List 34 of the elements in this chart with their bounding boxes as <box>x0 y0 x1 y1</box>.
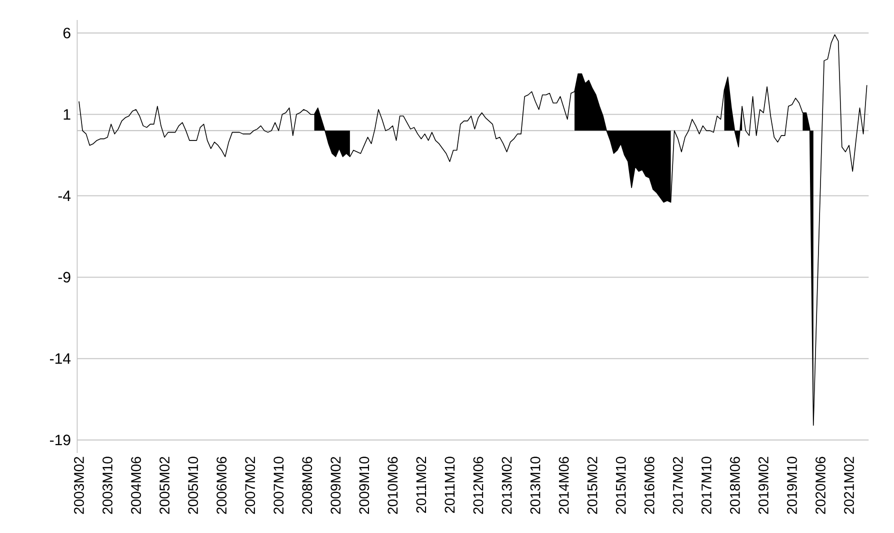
y-tick-label: -9 <box>58 272 70 282</box>
x-tick-label: 2007M10 <box>274 456 284 514</box>
y-tick-label: -19 <box>50 434 70 446</box>
x-tick-label: 2019M02 <box>758 456 768 514</box>
x-tick-label: 2014M06 <box>558 456 569 514</box>
x-tick-label: 2011M02 <box>416 456 426 513</box>
x-tick-label: 2017M10 <box>701 456 712 514</box>
x-tick-label: 2011M10 <box>444 456 455 513</box>
x-tick-label: 2005M10 <box>188 456 198 514</box>
x-tick-label: 2010M06 <box>388 456 398 514</box>
x-tick-label: 2007M02 <box>245 456 256 514</box>
x-tick-label: 2003M10 <box>102 456 112 514</box>
x-tick-label: 2013M02 <box>502 456 512 514</box>
x-tick-label: 2004M06 <box>131 456 141 514</box>
x-tick-label: 2018M06 <box>730 456 740 514</box>
x-tick-label: 2013M10 <box>530 456 540 514</box>
x-tick-label: 2015M10 <box>616 456 626 514</box>
x-tick-label: 2008M06 <box>302 456 312 514</box>
x-tick-label: 2005M02 <box>160 456 170 514</box>
y-tick-label: 6 <box>63 28 70 38</box>
x-tick-label: 2020M06 <box>816 456 826 514</box>
x-tick-label: 2017M02 <box>672 456 683 514</box>
y-tick-label: 1 <box>64 109 70 120</box>
x-tick-label: 2009M02 <box>330 456 341 514</box>
x-tick-label: 2009M10 <box>359 456 370 514</box>
x-tick-label: 2021M02 <box>844 456 854 514</box>
y-tick-label: -14 <box>50 353 71 364</box>
x-tick-label: 2012M06 <box>473 456 484 514</box>
x-tick-label: 2016M06 <box>644 456 654 514</box>
x-tick-label: 2019M10 <box>787 456 797 514</box>
x-tick-label: 2015M02 <box>587 456 598 514</box>
x-tick-label: 2003M02 <box>74 456 84 514</box>
x-tick-label: 2006M06 <box>216 456 227 514</box>
y-tick-label: -4 <box>58 190 71 201</box>
